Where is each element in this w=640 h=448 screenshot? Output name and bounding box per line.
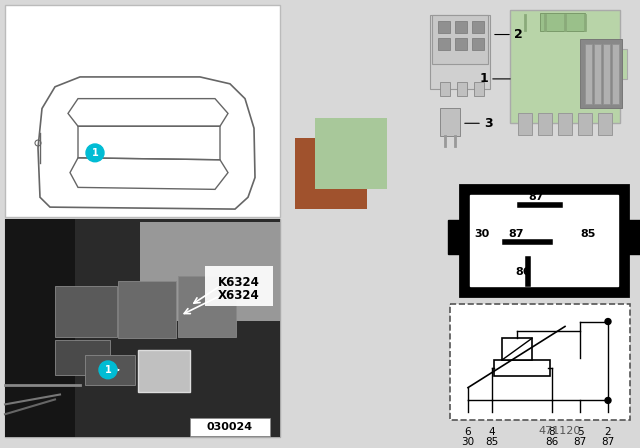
Text: X6324: X6324 bbox=[218, 289, 260, 302]
Text: 1: 1 bbox=[479, 73, 488, 86]
Text: 6: 6 bbox=[465, 427, 471, 437]
Text: 87: 87 bbox=[528, 192, 543, 202]
Bar bbox=[460, 185, 628, 296]
Text: 85: 85 bbox=[485, 437, 499, 447]
Text: 8: 8 bbox=[548, 427, 556, 437]
Bar bbox=[440, 108, 460, 136]
Bar bbox=[594, 44, 601, 103]
Bar bbox=[448, 220, 462, 254]
Text: 471120: 471120 bbox=[539, 426, 581, 436]
Bar bbox=[585, 44, 592, 103]
Text: 4: 4 bbox=[489, 427, 495, 437]
Bar bbox=[438, 21, 450, 33]
Text: 86: 86 bbox=[545, 437, 559, 447]
Bar bbox=[295, 138, 367, 209]
Bar bbox=[178, 276, 236, 337]
Text: 30: 30 bbox=[461, 437, 475, 447]
Text: 85: 85 bbox=[580, 228, 595, 239]
Bar bbox=[510, 10, 620, 123]
Bar bbox=[470, 195, 618, 286]
Bar bbox=[190, 418, 270, 436]
Bar bbox=[438, 39, 450, 50]
Bar bbox=[315, 118, 387, 190]
Bar bbox=[580, 39, 622, 108]
Text: 030024: 030024 bbox=[207, 422, 253, 432]
Bar bbox=[455, 39, 467, 50]
Bar bbox=[494, 360, 550, 376]
Bar bbox=[615, 49, 627, 79]
Bar bbox=[540, 13, 585, 30]
Circle shape bbox=[86, 144, 104, 162]
Text: 1: 1 bbox=[92, 148, 99, 158]
Bar bbox=[502, 338, 532, 360]
Bar bbox=[5, 219, 75, 437]
Bar bbox=[538, 113, 552, 135]
Bar bbox=[474, 82, 484, 96]
Bar bbox=[140, 222, 280, 320]
Bar bbox=[518, 113, 532, 135]
Bar bbox=[5, 219, 280, 437]
Text: 87: 87 bbox=[573, 437, 587, 447]
Text: 86: 86 bbox=[515, 267, 531, 277]
Text: 87: 87 bbox=[508, 228, 524, 239]
Text: 5: 5 bbox=[577, 427, 583, 437]
Bar bbox=[612, 44, 619, 103]
Bar bbox=[455, 21, 467, 33]
Bar bbox=[558, 113, 572, 135]
Bar bbox=[430, 15, 490, 89]
Bar bbox=[598, 113, 612, 135]
Bar bbox=[55, 340, 110, 375]
Text: 30: 30 bbox=[474, 228, 489, 239]
Bar bbox=[205, 266, 273, 306]
Text: 1: 1 bbox=[104, 365, 111, 375]
Bar bbox=[432, 15, 488, 64]
Text: 2: 2 bbox=[514, 28, 523, 41]
Bar bbox=[457, 82, 467, 96]
Bar bbox=[472, 21, 484, 33]
Bar bbox=[578, 113, 592, 135]
Text: 2: 2 bbox=[605, 427, 611, 437]
Text: K6324: K6324 bbox=[218, 276, 260, 289]
Text: 87: 87 bbox=[602, 437, 614, 447]
Circle shape bbox=[605, 319, 611, 324]
Bar bbox=[138, 350, 190, 392]
Bar bbox=[5, 5, 280, 217]
Bar bbox=[85, 355, 135, 385]
Bar bbox=[55, 286, 117, 337]
Bar bbox=[5, 219, 280, 437]
Bar bbox=[118, 281, 176, 338]
Circle shape bbox=[605, 397, 611, 403]
Bar bbox=[440, 82, 450, 96]
Circle shape bbox=[99, 361, 117, 379]
Bar bbox=[626, 220, 640, 254]
Text: 3: 3 bbox=[484, 117, 493, 130]
Bar bbox=[450, 304, 630, 420]
Bar bbox=[472, 39, 484, 50]
Bar bbox=[603, 44, 610, 103]
